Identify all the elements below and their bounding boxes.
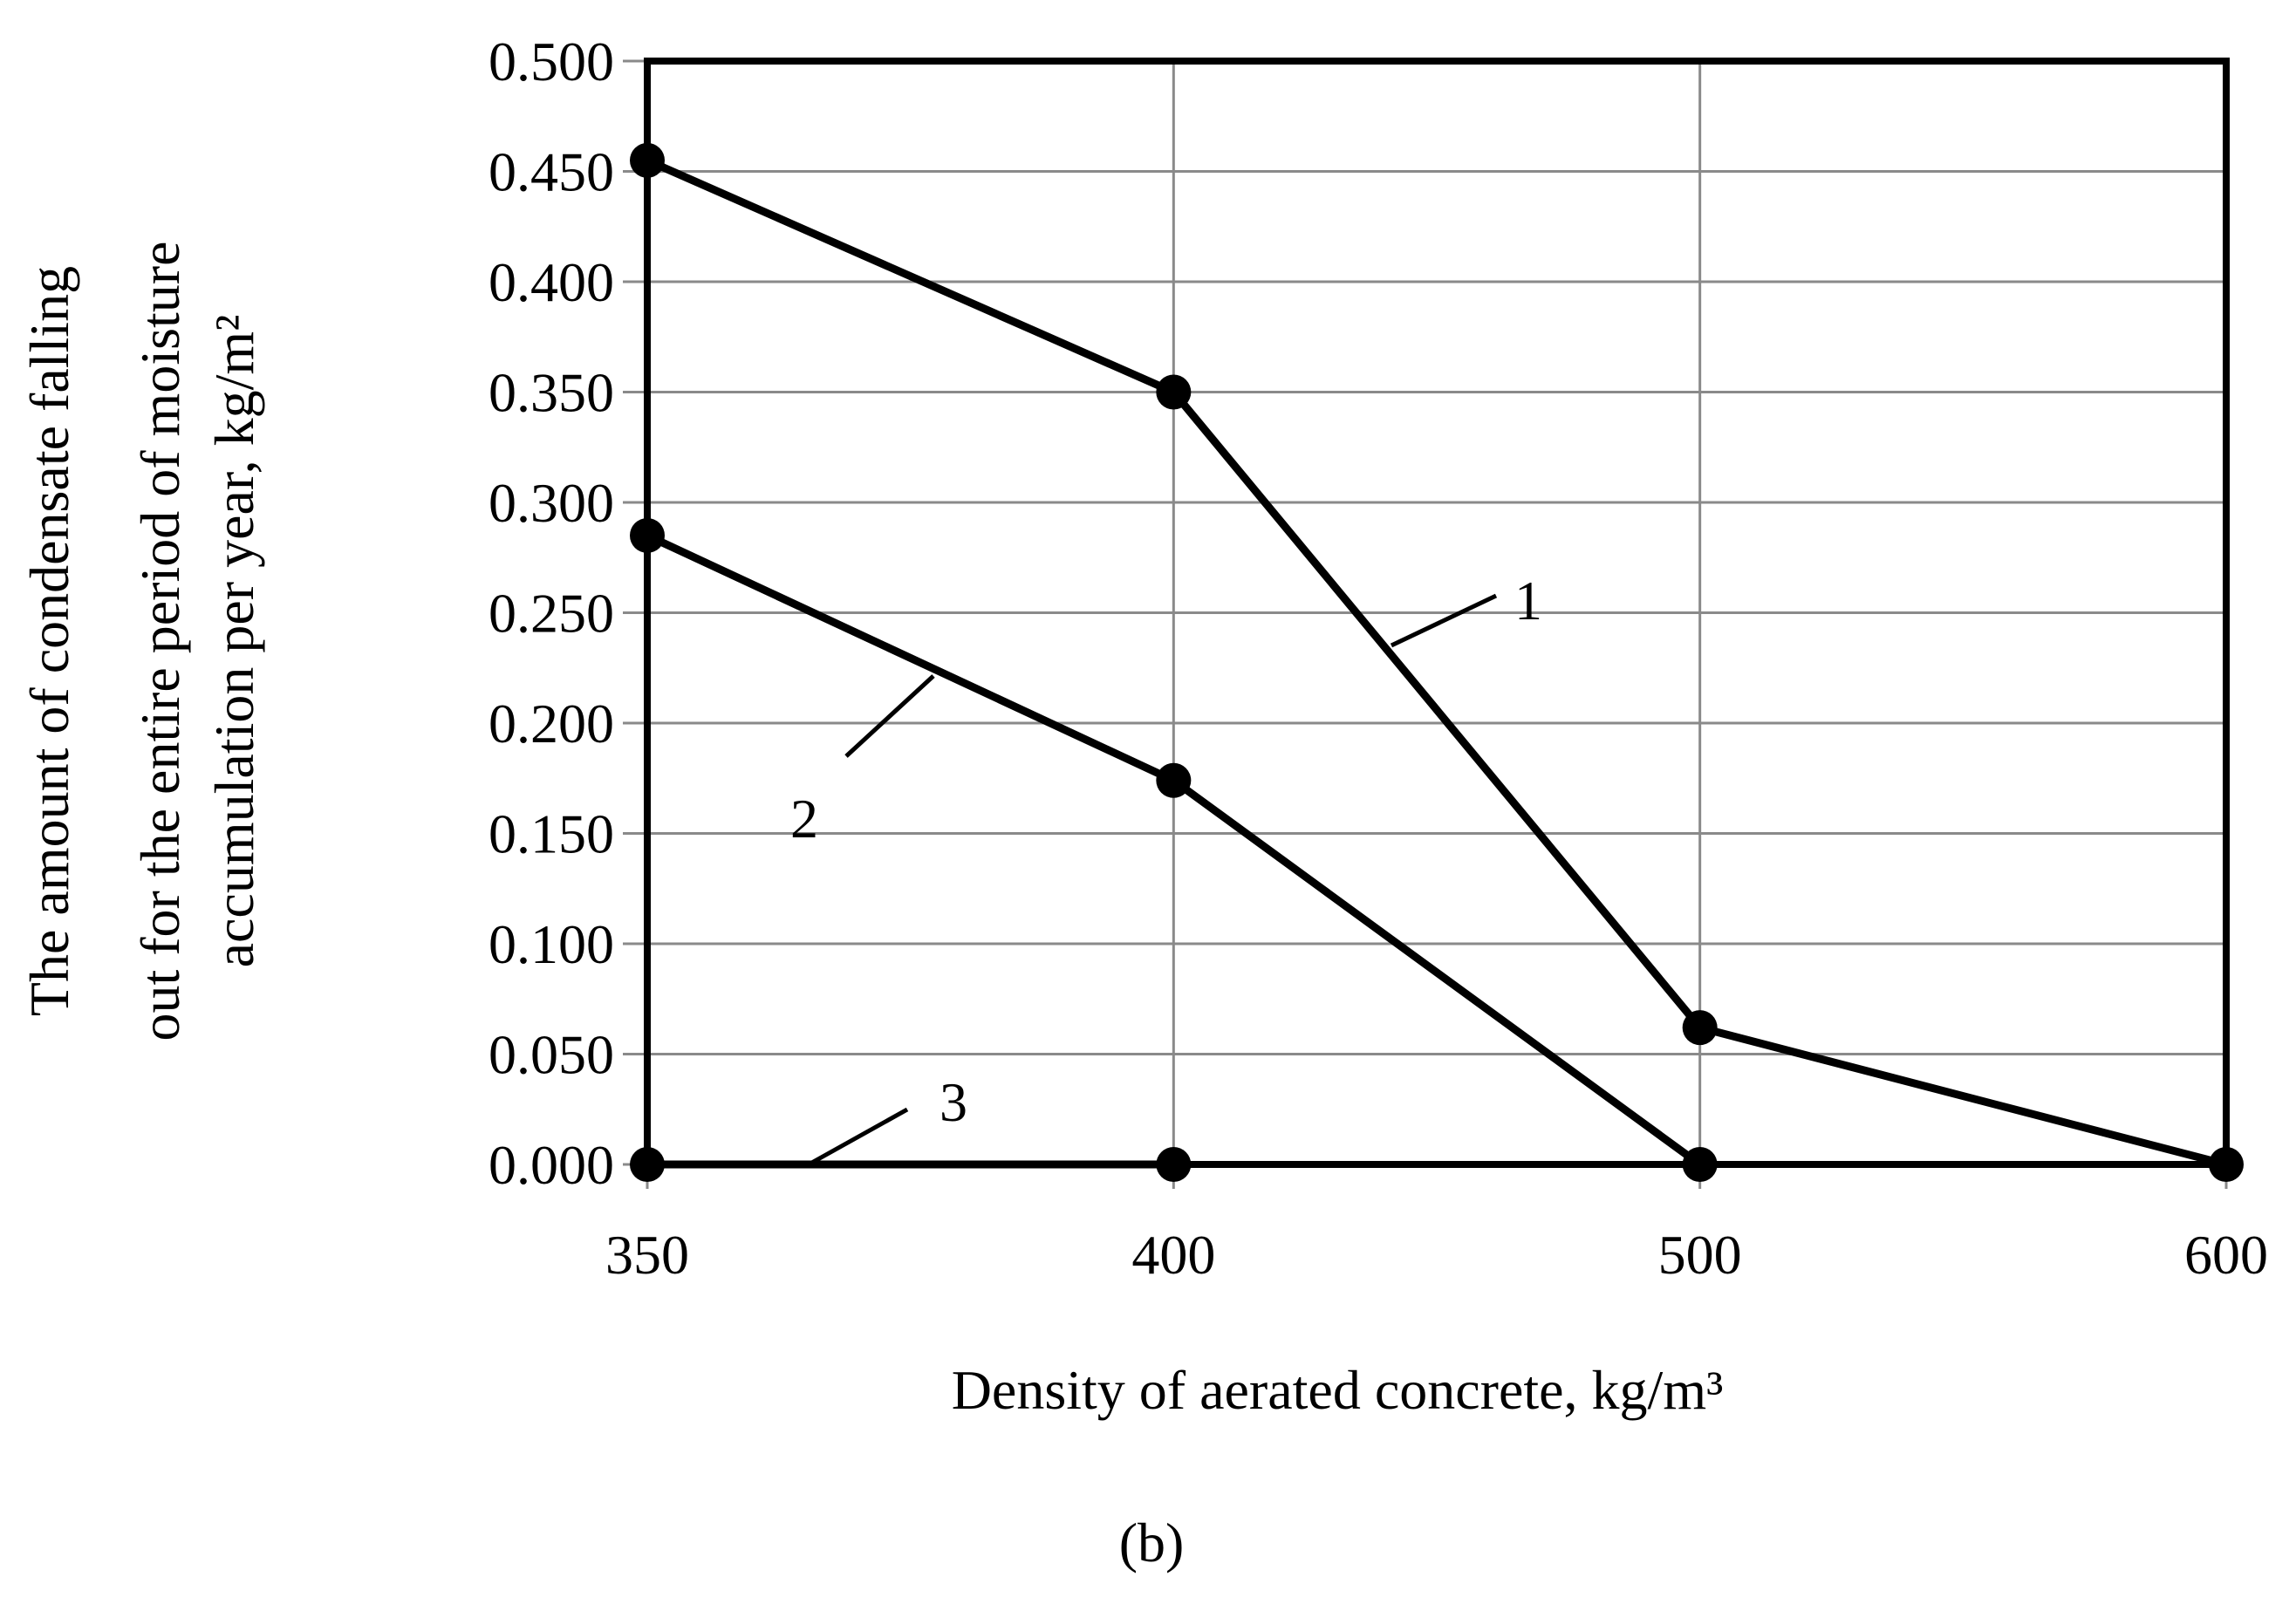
series-2-leader — [844, 674, 935, 758]
series-1-leader — [1390, 593, 1498, 648]
x-tick-label: 350 — [605, 1224, 689, 1286]
series-1-point — [2209, 1147, 2244, 1182]
y-tick-label: 0.100 — [489, 913, 614, 975]
series-1-point — [1156, 374, 1192, 410]
grid — [623, 59, 2228, 1189]
y-axis-title-line-2: out for the entire period of moisture — [129, 241, 191, 1041]
y-tick-label: 0.250 — [489, 583, 614, 645]
x-tick-label: 400 — [1131, 1224, 1215, 1286]
series-3-point — [1156, 1147, 1192, 1182]
series-2-point — [1682, 1147, 1718, 1182]
series-points — [630, 142, 2244, 1182]
series-2-label: 2 — [790, 788, 818, 850]
y-tick-label: 0.000 — [489, 1134, 614, 1196]
y-tick-label: 0.400 — [489, 251, 614, 313]
series-3-point — [630, 1147, 665, 1182]
y-tick-label: 0.200 — [489, 693, 614, 754]
x-tick-label: 500 — [1658, 1224, 1742, 1286]
y-tick-label: 0.500 — [489, 31, 614, 92]
series-2-point — [630, 517, 665, 553]
series-1-point — [630, 142, 665, 178]
series-3-leader — [807, 1107, 909, 1167]
series-1-point — [1682, 1010, 1718, 1046]
series-1-line — [646, 156, 2228, 1169]
x-axis-title: Density of aerated concrete, kg/m³ — [952, 1359, 1724, 1421]
y-tick-label: 0.050 — [489, 1024, 614, 1086]
y-axis-ticks: 0.000 0.050 0.100 0.150 0.200 0.250 0.300 0.350… — [489, 31, 614, 1196]
series-1-label: 1 — [1514, 570, 1542, 631]
series-3-label: 3 — [940, 1071, 967, 1133]
y-tick-label: 0.300 — [489, 472, 614, 534]
x-axis-ticks: 350 400 500 600 — [605, 1224, 2268, 1286]
series-leader-lines — [807, 593, 1498, 1167]
series-2-point — [1156, 762, 1192, 798]
x-tick-label: 600 — [2184, 1224, 2268, 1286]
y-axis-title-line-1: The amount of condensate falling — [18, 266, 80, 1016]
y-tick-label: 0.150 — [489, 803, 614, 865]
panel-label: (b) — [1119, 1512, 1185, 1574]
series-labels: 1 2 3 — [790, 570, 1542, 1133]
plot-frame — [644, 58, 2230, 1168]
y-axis-title-line-3: accumulation per year, kg/m² — [203, 315, 265, 968]
series-lines — [646, 156, 2228, 1169]
y-tick-label: 0.450 — [489, 141, 614, 203]
y-tick-label: 0.350 — [489, 362, 614, 424]
